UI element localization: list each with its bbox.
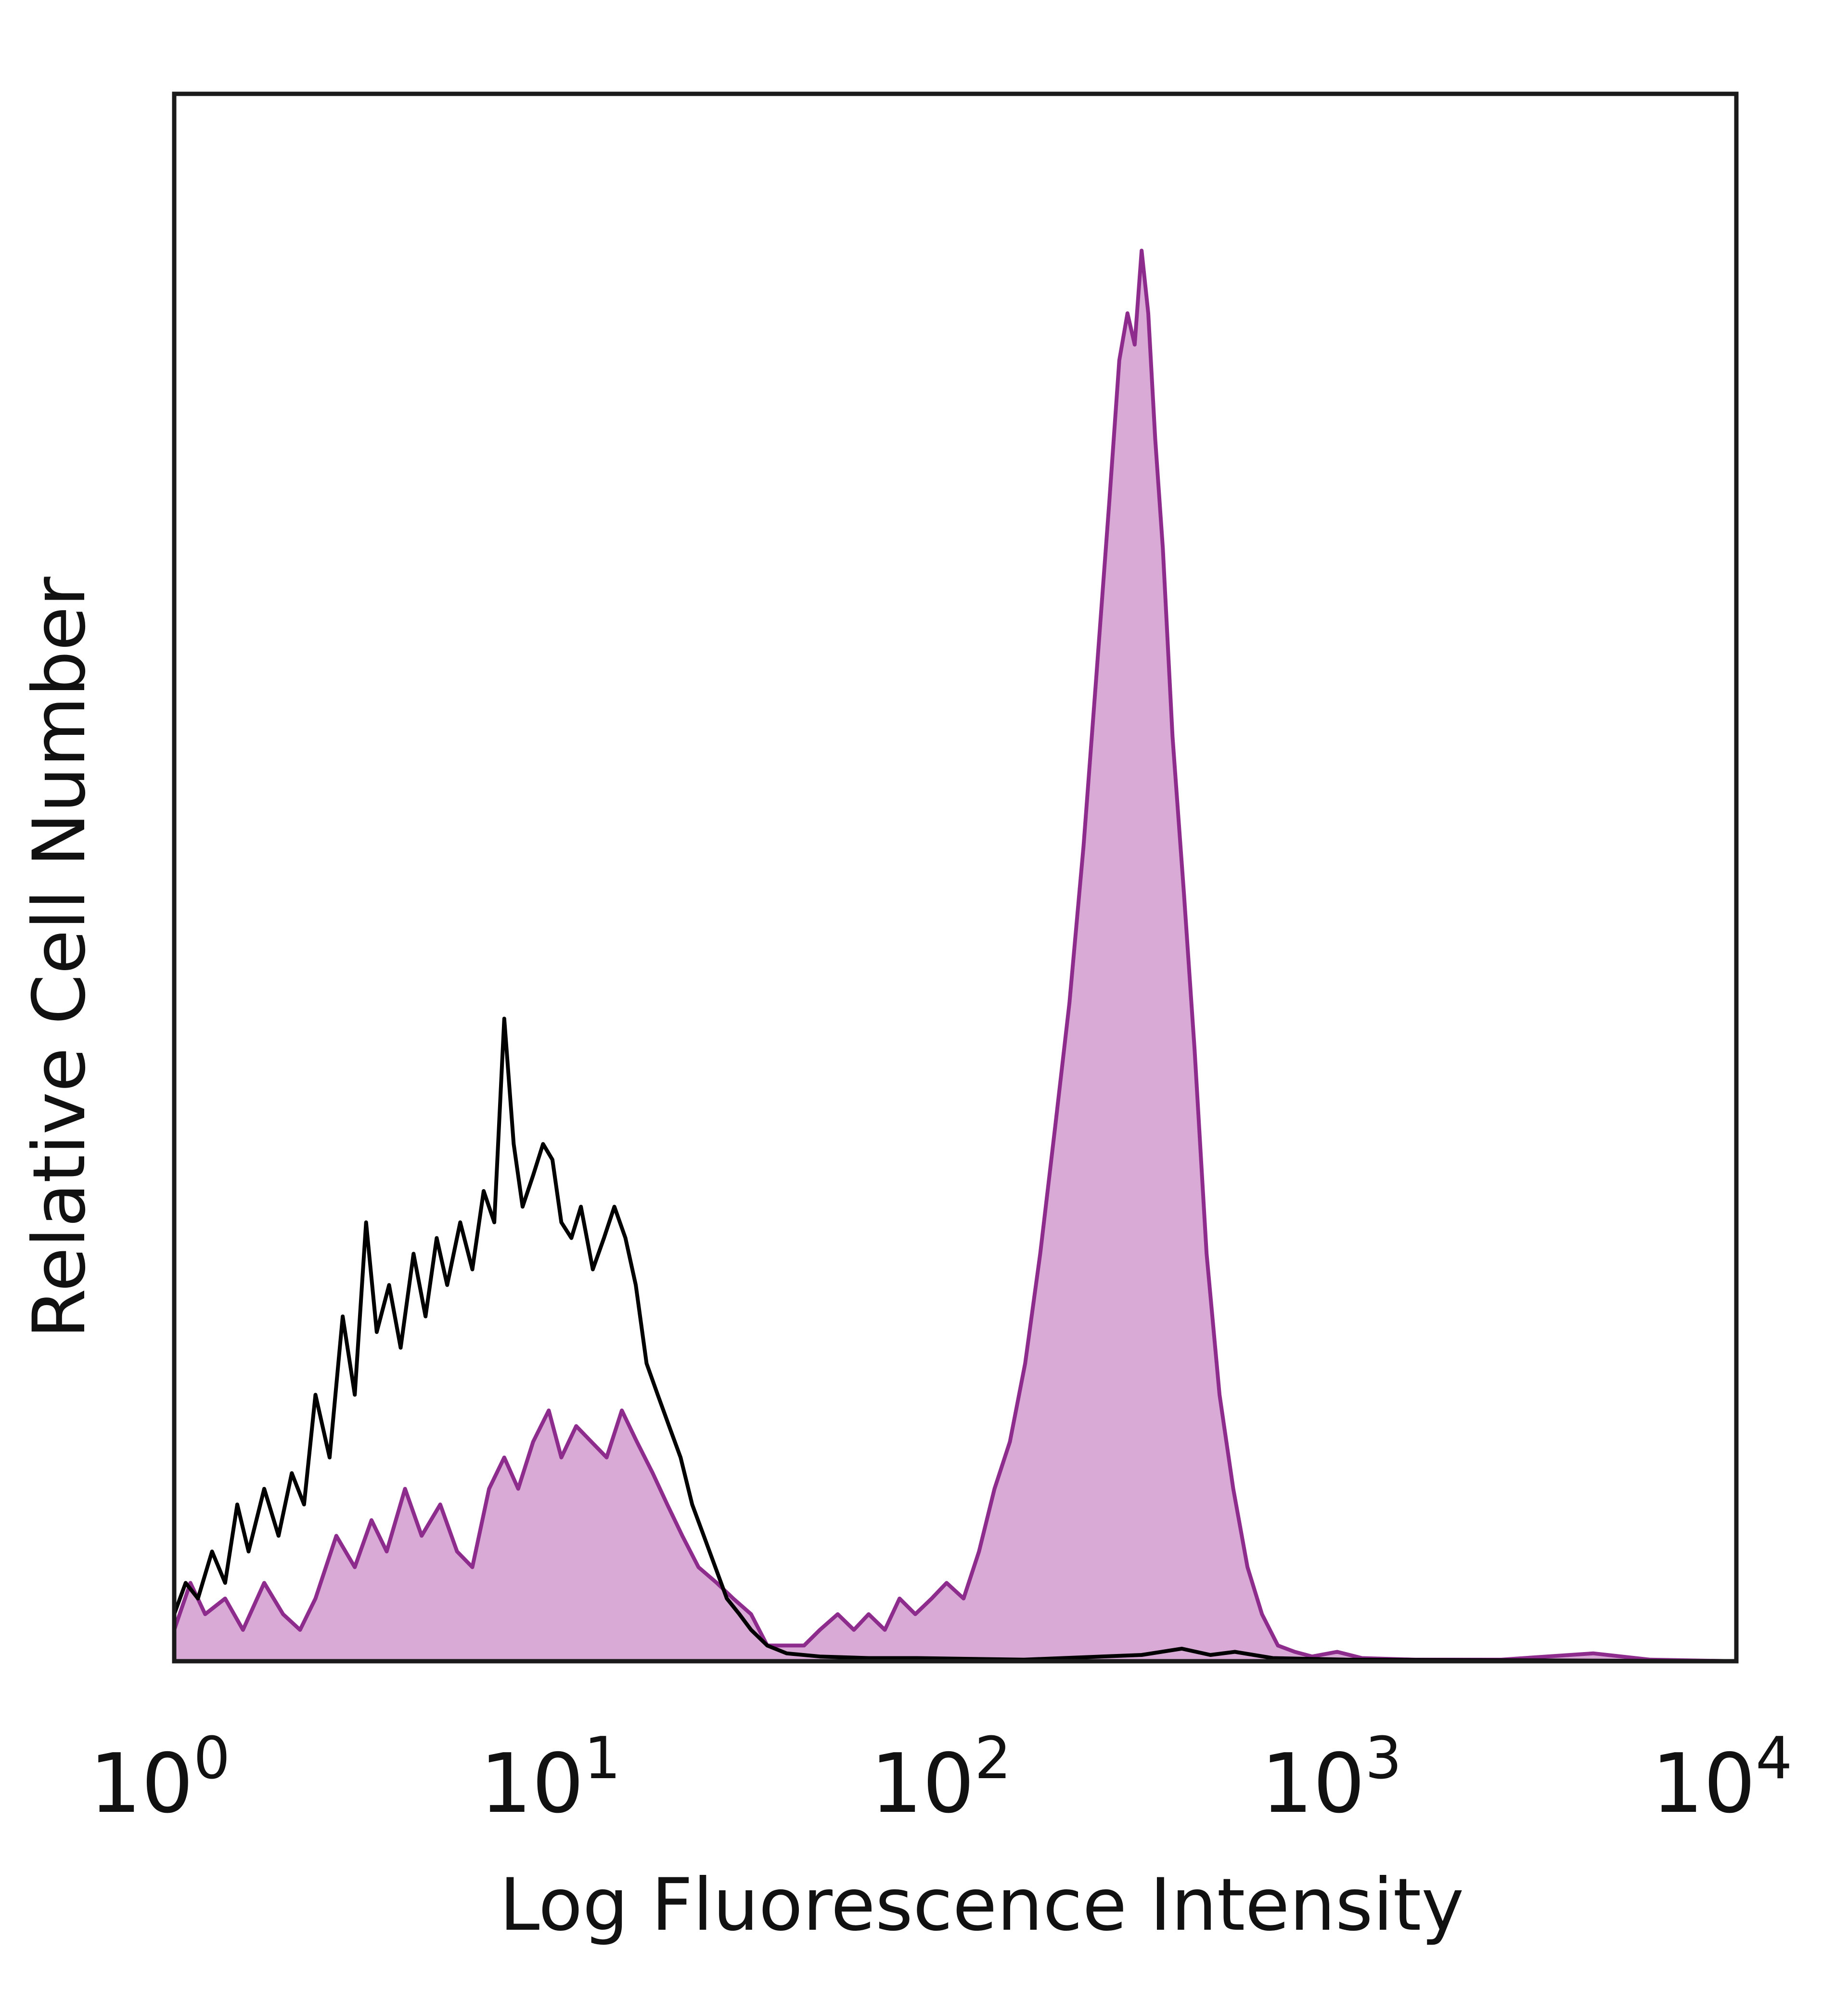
x-axis-title: Log Fluorescence Intensity — [500, 1863, 1464, 1947]
series-1-line — [172, 1016, 1737, 1663]
x-tick-label: 103 — [1261, 1725, 1402, 1832]
x-tick-label: 101 — [480, 1725, 621, 1832]
y-axis-title: Relative Cell Number — [18, 577, 102, 1339]
plot-frame — [172, 91, 1739, 1664]
series-layer — [172, 248, 1737, 1663]
x-tick-labels: 100 101 102 103 104 — [90, 1725, 1793, 1832]
x-tick-label: 100 — [90, 1725, 231, 1832]
x-tick-label: 104 — [1652, 1725, 1793, 1832]
x-tick-label: 102 — [871, 1725, 1012, 1832]
series-0-line — [172, 248, 1737, 1663]
